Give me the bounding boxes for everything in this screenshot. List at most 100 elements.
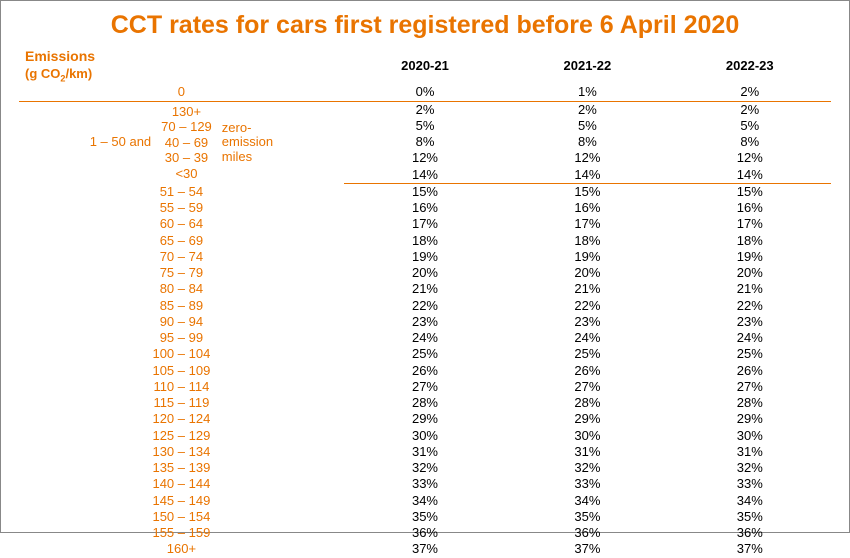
value-cell: 36% <box>669 525 831 541</box>
value-cell: 16% <box>506 200 668 216</box>
value-cell: 33% <box>344 476 506 492</box>
emissions-label: 145 – 149 <box>19 493 344 509</box>
value-cell: 25% <box>506 346 668 362</box>
table-row: 145 – 14934%34%34% <box>19 493 831 509</box>
emissions-label: 100 – 104 <box>19 346 344 362</box>
value-cell: 34% <box>344 493 506 509</box>
emissions-block-1-50: 1 – 50 and130+70 – 12940 – 6930 – 39<30z… <box>19 101 344 183</box>
range-item: <30 <box>161 166 212 182</box>
emissions-label: 70 – 74 <box>19 249 344 265</box>
header-year-0: 2020-21 <box>344 48 506 84</box>
table-row: 120 – 12429%29%29% <box>19 411 831 427</box>
emissions-label: 115 – 119 <box>19 395 344 411</box>
value-cell: 37% <box>669 541 831 557</box>
header-year-1: 2021-22 <box>506 48 668 84</box>
emissions-label: 155 – 159 <box>19 525 344 541</box>
value-cell: 33% <box>506 476 668 492</box>
value-cell: 32% <box>506 460 668 476</box>
emissions-label: 55 – 59 <box>19 200 344 216</box>
header-emissions: Emissions (g CO2/km) <box>19 48 344 84</box>
cct-rates-table: Emissions (g CO2/km) 2020-21 2021-22 202… <box>19 48 831 558</box>
table-row: 160+37%37%37% <box>19 541 831 557</box>
page-title: CCT rates for cars first registered befo… <box>19 11 831 40</box>
table-row: 60 – 6417%17%17% <box>19 216 831 232</box>
table-row: 1 – 50 and130+70 – 12940 – 6930 – 39<30z… <box>19 101 831 118</box>
value-cell: 8% <box>344 134 506 150</box>
value-cell: 28% <box>669 395 831 411</box>
value-cell: 15% <box>344 183 506 200</box>
value-cell: 15% <box>506 183 668 200</box>
value-cell: 29% <box>344 411 506 427</box>
value-cell: 20% <box>506 265 668 281</box>
value-cell: 22% <box>669 298 831 314</box>
value-cell: 8% <box>669 134 831 150</box>
emissions-label: 95 – 99 <box>19 330 344 346</box>
table-row: 105 – 10926%26%26% <box>19 363 831 379</box>
value-cell: 34% <box>669 493 831 509</box>
value-cell: 36% <box>344 525 506 541</box>
value-cell: 27% <box>506 379 668 395</box>
value-cell: 24% <box>344 330 506 346</box>
range-item: 130+ <box>161 104 212 120</box>
header-row: Emissions (g CO2/km) 2020-21 2021-22 202… <box>19 48 831 84</box>
value-cell: 15% <box>669 183 831 200</box>
value-cell: 8% <box>506 134 668 150</box>
table-row: 00%1%2% <box>19 84 831 101</box>
table-row: 110 – 11427%27%27% <box>19 379 831 395</box>
value-cell: 0% <box>344 84 506 101</box>
emissions-label: 110 – 114 <box>19 379 344 395</box>
value-cell: 28% <box>344 395 506 411</box>
value-cell: 18% <box>344 233 506 249</box>
table-row: 95 – 9924%24%24% <box>19 330 831 346</box>
value-cell: 31% <box>506 444 668 460</box>
value-cell: 21% <box>506 281 668 297</box>
value-cell: 34% <box>506 493 668 509</box>
value-cell: 22% <box>344 298 506 314</box>
value-cell: 2% <box>506 101 668 118</box>
zero-emission-miles-label: zero-emissionmiles <box>222 121 273 164</box>
value-cell: 35% <box>669 509 831 525</box>
emissions-label: 130 – 134 <box>19 444 344 460</box>
value-cell: 23% <box>344 314 506 330</box>
emissions-label: 75 – 79 <box>19 265 344 281</box>
value-cell: 25% <box>344 346 506 362</box>
value-cell: 16% <box>344 200 506 216</box>
range-item: 30 – 39 <box>161 150 212 166</box>
value-cell: 32% <box>669 460 831 476</box>
value-cell: 24% <box>669 330 831 346</box>
value-cell: 17% <box>344 216 506 232</box>
value-cell: 30% <box>344 428 506 444</box>
value-cell: 17% <box>669 216 831 232</box>
value-cell: 18% <box>506 233 668 249</box>
value-cell: 23% <box>506 314 668 330</box>
value-cell: 36% <box>506 525 668 541</box>
emissions-label: 135 – 139 <box>19 460 344 476</box>
table-row: 125 – 12930%30%30% <box>19 428 831 444</box>
table-row: 115 – 11928%28%28% <box>19 395 831 411</box>
value-cell: 26% <box>669 363 831 379</box>
emissions-label: 0 <box>19 84 344 101</box>
value-cell: 5% <box>344 118 506 134</box>
value-cell: 35% <box>506 509 668 525</box>
value-cell: 20% <box>344 265 506 281</box>
emissions-label: 90 – 94 <box>19 314 344 330</box>
value-cell: 19% <box>506 249 668 265</box>
table-row: 150 – 15435%35%35% <box>19 509 831 525</box>
emissions-label: 150 – 154 <box>19 509 344 525</box>
table-row: 155 – 15936%36%36% <box>19 525 831 541</box>
emissions-label: 65 – 69 <box>19 233 344 249</box>
value-cell: 22% <box>506 298 668 314</box>
range-item: 40 – 69 <box>161 135 212 151</box>
emissions-label: 160+ <box>19 541 344 557</box>
header-emissions-line1: Emissions <box>25 48 95 64</box>
value-cell: 5% <box>669 118 831 134</box>
value-cell: 30% <box>669 428 831 444</box>
value-cell: 5% <box>506 118 668 134</box>
value-cell: 14% <box>669 167 831 184</box>
value-cell: 26% <box>506 363 668 379</box>
block-1-50-left: 1 – 50 and <box>90 134 151 150</box>
value-cell: 29% <box>669 411 831 427</box>
table-row: 100 – 10425%25%25% <box>19 346 831 362</box>
table-row: 51 – 5415%15%15% <box>19 183 831 200</box>
value-cell: 2% <box>669 101 831 118</box>
